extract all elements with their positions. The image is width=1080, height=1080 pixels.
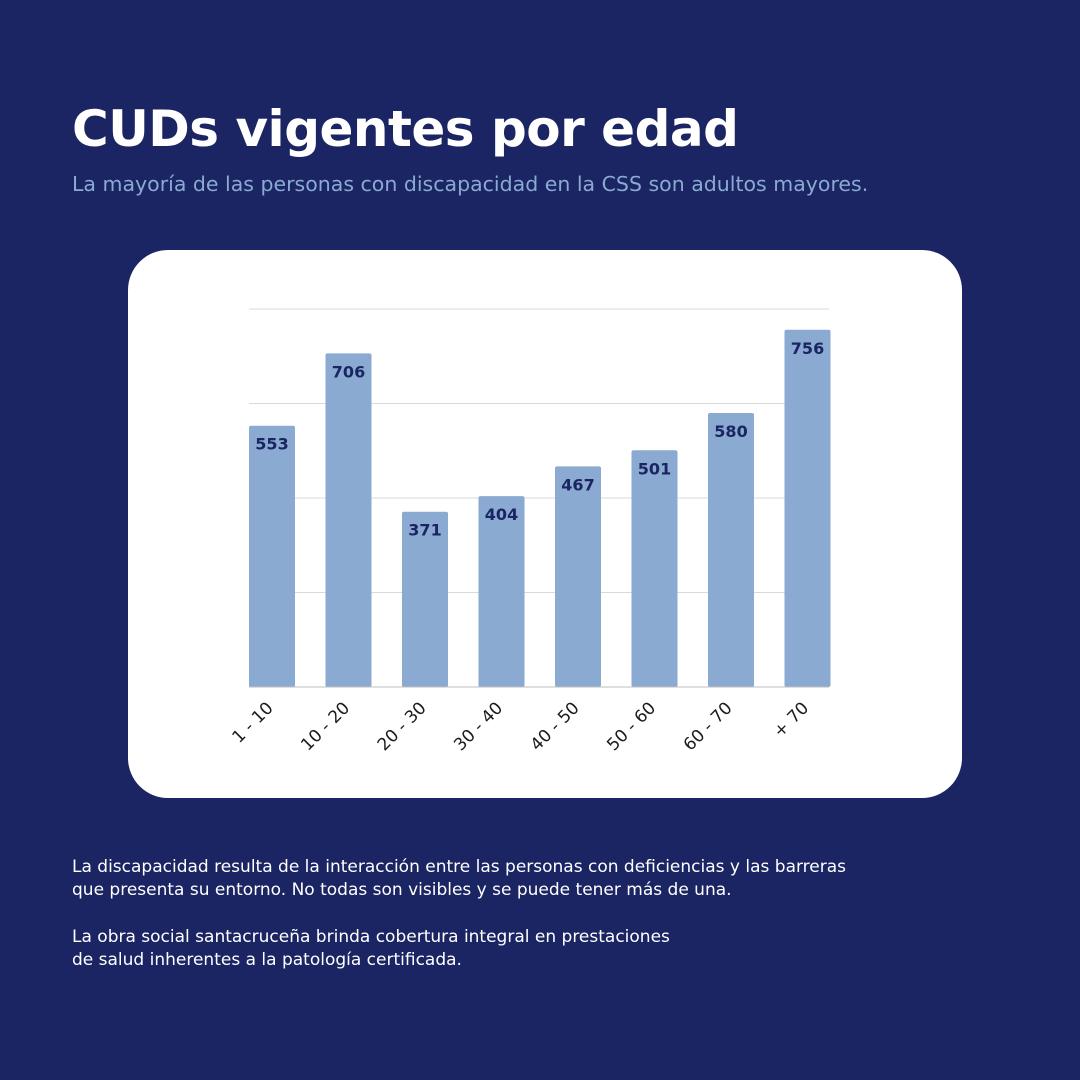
data-label: 553 [255, 435, 288, 454]
bar [555, 466, 601, 687]
page-title: CUDs vigentes por edad [72, 100, 739, 158]
data-label: 404 [485, 505, 518, 524]
data-label: 501 [638, 459, 671, 478]
bar [402, 511, 448, 687]
paragraph-1-line-1: La discapacidad resulta de la interacció… [72, 857, 847, 877]
bar [631, 450, 678, 687]
x-tick-label: + 70 [770, 698, 813, 741]
bar [249, 425, 295, 687]
paragraph-1: La discapacidad resulta de la interacció… [72, 856, 846, 902]
x-tick-label: 20 - 30 [374, 698, 431, 755]
paragraph-2-line-2: de salud inherentes a la patología certi… [72, 950, 462, 970]
data-label: 706 [332, 362, 365, 381]
x-tick-label: 40 - 50 [527, 698, 584, 755]
bar [708, 412, 754, 687]
bar [784, 329, 831, 687]
x-tick-label: 60 - 70 [680, 698, 737, 755]
data-label: 467 [561, 475, 594, 494]
x-tick-label: 10 - 20 [297, 698, 354, 755]
paragraph-2-line-1: La obra social santacruceña brinda cober… [72, 927, 670, 947]
bar [325, 353, 372, 687]
x-tick-label: 1 - 10 [228, 698, 277, 747]
page-subtitle: La mayoría de las personas con discapaci… [72, 172, 869, 196]
bar [478, 496, 525, 687]
data-label: 580 [714, 422, 747, 441]
data-label: 371 [408, 521, 441, 540]
x-tick-label: 30 - 40 [450, 698, 507, 755]
paragraph-2: La obra social santacruceña brinda cober… [72, 926, 670, 972]
data-label: 756 [791, 339, 824, 358]
paragraph-1-line-2: que presenta su entorno. No todas son vi… [72, 880, 732, 900]
x-tick-label: 50 - 60 [603, 698, 660, 755]
